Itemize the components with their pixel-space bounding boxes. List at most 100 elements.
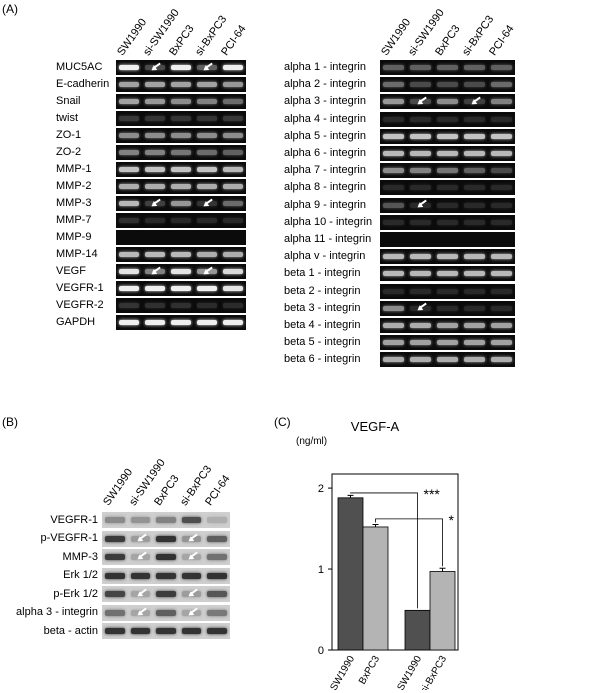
row-label-alpha-9-integrin: alpha 9 - integrin: [284, 198, 366, 211]
gel-strip-alpha-3-integrin: [380, 94, 515, 110]
band: [464, 254, 485, 260]
band: [223, 303, 243, 308]
row-label-alpha-8-integrin: alpha 8 - integrin: [284, 181, 366, 194]
band: [145, 320, 165, 325]
row-label-p-vegfr-1: p-VEGFR-1: [40, 532, 98, 544]
band: [464, 133, 485, 139]
row-label-mmp-7: MMP-7: [56, 214, 92, 226]
band: [105, 628, 125, 634]
gel-strip-mmp-7: [116, 213, 246, 228]
gel-strip-alpha-4-integrin: [380, 111, 515, 127]
band: [197, 286, 217, 291]
band: [181, 572, 202, 579]
band: [171, 201, 191, 206]
gel-strip-e-cadherin: [116, 77, 246, 92]
band: [145, 82, 165, 87]
band: [119, 201, 139, 206]
band: [491, 254, 512, 260]
gel-strip-alpha-3-integrin: [102, 604, 230, 621]
band: [223, 218, 243, 223]
band: [410, 288, 431, 294]
row-label-mmp-2: MMP-2: [56, 180, 92, 192]
gel-strip-beta-2-integrin: [380, 283, 515, 299]
band: [464, 288, 485, 294]
gel-strip-alpha-7-integrin: [380, 163, 515, 179]
panel-a-label: (A): [2, 2, 18, 16]
y-tick-label: 2: [318, 483, 324, 495]
band: [223, 150, 243, 155]
band: [207, 554, 227, 560]
band: [491, 65, 512, 70]
band: [171, 184, 191, 189]
row-label-muc5ac: MUC5AC: [56, 61, 103, 73]
band: [464, 357, 485, 363]
band: [437, 151, 458, 156]
gel-strip-alpha-9-integrin: [380, 197, 515, 213]
row-label-beta-6-integrin: beta 6 - integrin: [284, 353, 361, 366]
band: [156, 517, 176, 523]
bar-sw1990: [337, 497, 364, 651]
band: [223, 286, 243, 291]
band: [145, 218, 165, 223]
band: [464, 271, 485, 277]
panel-b-label: (B): [2, 415, 18, 429]
band: [171, 133, 191, 138]
band: [491, 168, 512, 174]
gel-strip-beta-actin: [102, 623, 230, 639]
row-label-alpha-10-integrin: alpha 10 - integrin: [284, 215, 373, 228]
band: [437, 82, 458, 88]
band: [464, 305, 485, 311]
gel-strip-mmp-2: [116, 179, 246, 194]
band: [197, 320, 217, 325]
band: [156, 609, 176, 616]
band: [105, 535, 125, 542]
significance-label: *: [449, 512, 455, 528]
band: [207, 609, 227, 616]
gel-strip-vegfr-1: [102, 512, 230, 528]
band: [223, 184, 243, 189]
band: [437, 65, 458, 70]
band: [171, 303, 191, 308]
band: [437, 254, 458, 260]
row-label-beta-4-integrin: beta 4 - integrin: [284, 319, 361, 331]
x-tick-label-bxpc3: BxPC3: [357, 654, 382, 687]
significance-bracket: [350, 492, 418, 609]
y-tick-label: 0: [318, 645, 324, 657]
band: [437, 168, 458, 174]
band: [437, 288, 458, 294]
band: [491, 288, 512, 294]
band: [130, 628, 151, 634]
gel-strip-alpha-1-integrin: [380, 60, 515, 75]
band: [410, 340, 431, 346]
gel-strip-mmp-9: [116, 230, 246, 245]
band: [119, 133, 139, 138]
band: [156, 535, 176, 542]
significance-bracket: [375, 518, 443, 567]
band: [119, 167, 139, 172]
gel-strip-vegf: [116, 264, 246, 279]
band: [130, 572, 151, 579]
band: [464, 116, 485, 122]
band: [156, 572, 176, 579]
gel-strip-alpha-8-integrin: [380, 180, 515, 196]
band: [105, 591, 125, 597]
band: [410, 185, 431, 191]
band: [197, 184, 217, 189]
row-label-vegfr-2: VEGFR-2: [56, 299, 104, 311]
row-label-zo-1: ZO-1: [56, 129, 82, 141]
gel-strip-twist: [116, 111, 246, 126]
row-label-alpha-1-integrin: alpha 1 - integrin: [284, 61, 366, 73]
row-label-alpha-5-integrin: alpha 5 - integrin: [284, 129, 366, 142]
row-label-vegf: VEGF: [56, 265, 86, 277]
gel-strip-mmp-1: [116, 162, 246, 177]
band: [464, 168, 485, 174]
band: [223, 201, 243, 206]
band: [171, 167, 191, 172]
band: [410, 116, 431, 122]
band: [119, 150, 139, 155]
row-label-zo-2: ZO-2: [56, 146, 82, 158]
band: [464, 151, 485, 156]
band: [223, 65, 243, 70]
gel-strip-beta-1-integrin: [380, 266, 515, 282]
gel-strip-alpha-5-integrin: [380, 128, 515, 144]
